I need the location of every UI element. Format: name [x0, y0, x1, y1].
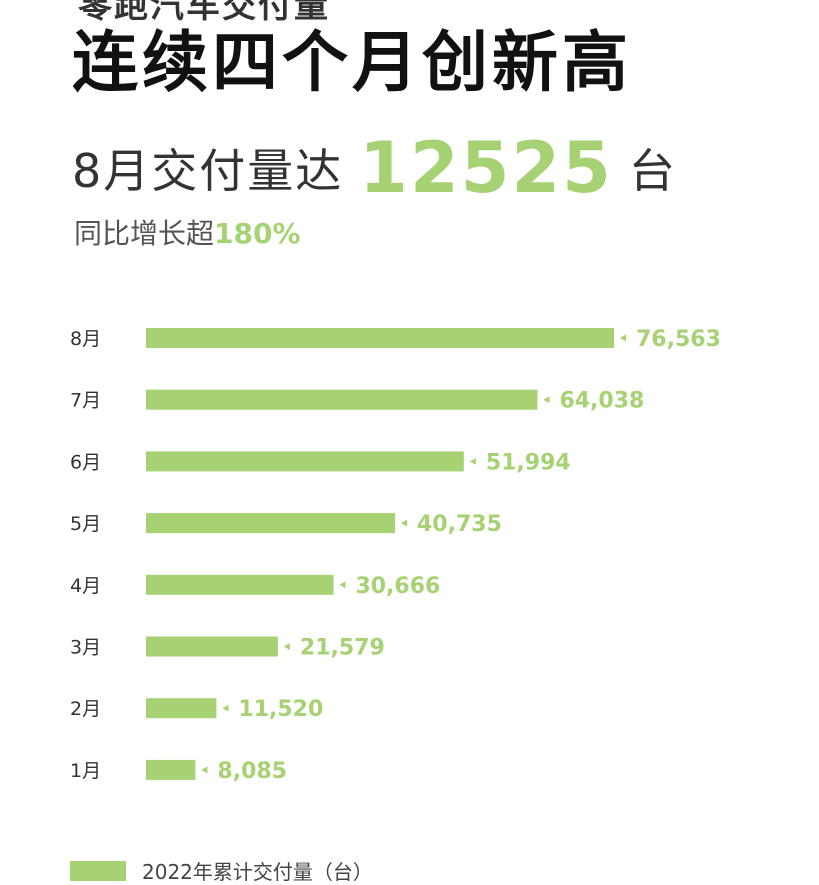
category-label: 5月 [70, 513, 101, 535]
category-label: 3月 [70, 637, 101, 659]
bar [146, 389, 538, 410]
pointer-marker [400, 519, 407, 527]
bar [146, 451, 464, 472]
pointer-marker [339, 581, 346, 589]
delivery-headline: 8月交付量达 12525 台 [72, 127, 675, 209]
category-label: 7月 [70, 390, 101, 412]
category-label: 8月 [70, 328, 101, 350]
delivery-prefix: 8月交付量达 [72, 144, 344, 198]
growth-line: 同比增长超180% [74, 212, 301, 252]
page-title: 连续四个月创新高 [72, 24, 632, 101]
pointer-marker [283, 643, 290, 650]
legend-label: 2022年累计交付量（台） [142, 860, 373, 884]
data-label: 40,735 [417, 512, 502, 537]
delivery-unit: 台 [628, 144, 675, 198]
clipped-title: 零跑汽车交付量 [78, 0, 330, 26]
pointer-marker [201, 766, 208, 774]
chart-legend: 2022年累计交付量（台） [70, 856, 373, 885]
data-label: 51,994 [486, 450, 571, 475]
data-label: 11,520 [238, 697, 323, 722]
data-label: 8,085 [217, 759, 287, 784]
bar [146, 698, 217, 719]
bar [146, 513, 395, 534]
category-label: 1月 [70, 760, 101, 782]
bar [146, 636, 278, 657]
category-label: 2月 [70, 698, 101, 720]
pointer-marker [543, 396, 550, 404]
delivery-number: 12525 [359, 127, 613, 209]
pointer-marker [469, 457, 476, 465]
growth-value: 180% [214, 217, 301, 250]
pointer-marker [222, 704, 229, 712]
bar-chart: 8月 76,563 7月 64,038 6月 51,994 5月 40,735 4月 30,666… [70, 327, 721, 784]
data-label: 76,563 [636, 327, 721, 352]
bar [146, 759, 196, 780]
data-label: 30,666 [355, 574, 440, 599]
pointer-marker [620, 334, 626, 342]
data-label: 64,038 [559, 389, 644, 414]
category-label: 4月 [70, 575, 101, 597]
data-label: 21,579 [300, 636, 385, 661]
bar [146, 328, 614, 348]
legend-swatch [70, 860, 126, 881]
growth-prefix: 同比增长超 [74, 217, 215, 250]
bar [146, 574, 334, 595]
category-label: 6月 [70, 451, 101, 473]
